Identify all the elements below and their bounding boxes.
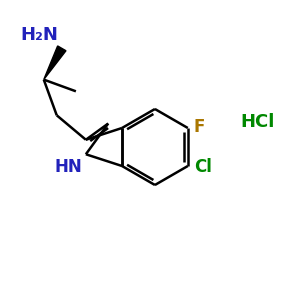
Text: HCl: HCl — [241, 113, 275, 131]
Text: HN: HN — [54, 158, 82, 176]
Text: Cl: Cl — [194, 158, 212, 176]
Polygon shape — [44, 46, 66, 80]
Text: H₂N: H₂N — [20, 26, 58, 44]
Text: F: F — [194, 118, 205, 136]
